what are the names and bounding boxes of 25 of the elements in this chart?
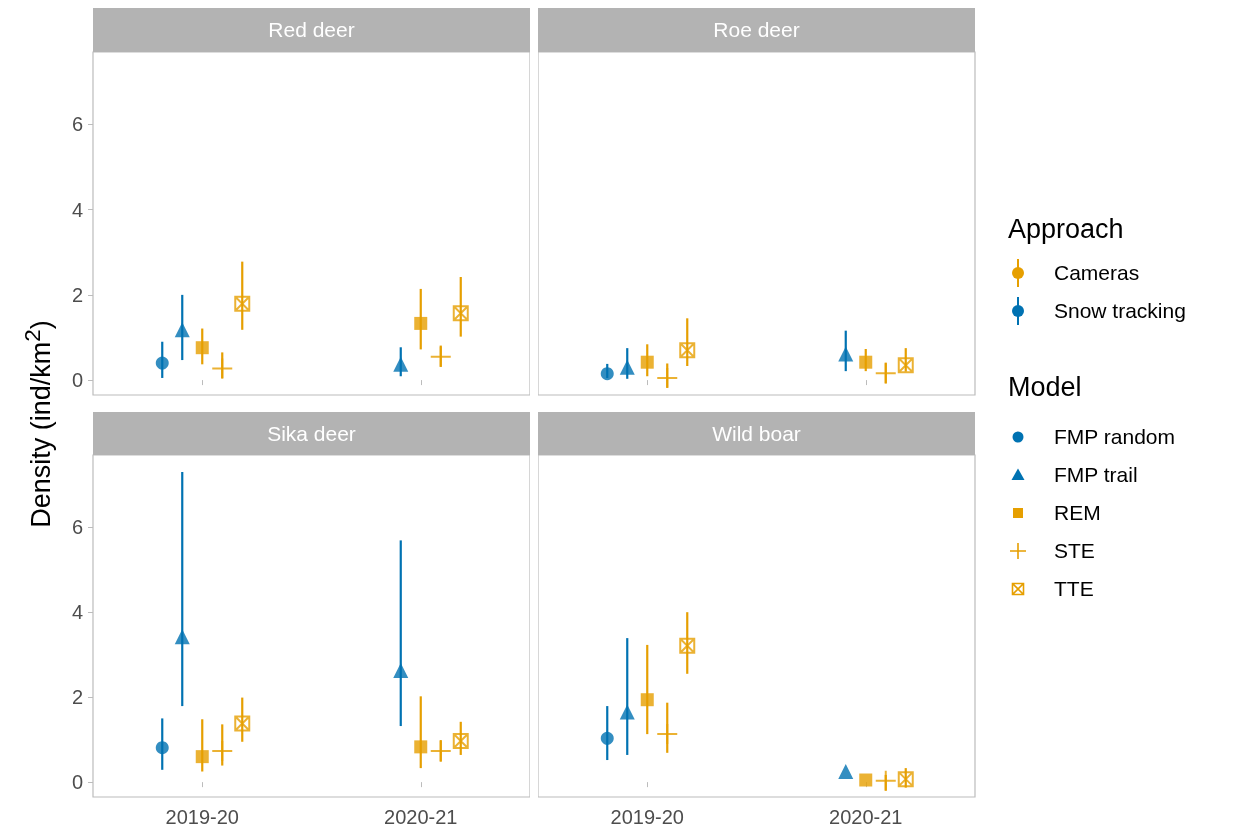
chart-title: Wild boar [538, 412, 975, 455]
text: Model [1008, 372, 1083, 404]
legend-label: FMP random [1054, 425, 1175, 449]
chart-title: Roe deer [538, 8, 975, 52]
x-tick-label: 2019-20 [165, 806, 239, 828]
y-tick-label: 2 [71, 283, 83, 306]
x-tick-label: 2019-20 [610, 806, 684, 828]
x-tick-label: 2020-21 [829, 806, 903, 828]
y-tick-label: 0 [71, 771, 83, 794]
x-tick-label: 2020-21 [384, 806, 458, 828]
legend-label: TTE [1054, 577, 1094, 601]
y-tick-label: 6 [71, 516, 83, 539]
y-tick-label: 2 [71, 686, 83, 709]
chart-title: Red deer [93, 8, 530, 52]
y-tick-label: 4 [71, 198, 83, 221]
legend-label: FMP trail [1054, 463, 1138, 487]
legend-label: Snow tracking [1054, 299, 1186, 323]
legend-label: Cameras [1054, 261, 1140, 285]
legend-label: REM [1054, 501, 1101, 525]
y-tick-label: 4 [71, 601, 83, 624]
chart-title: Sika deer [93, 412, 530, 455]
y-tick-label: 0 [71, 369, 83, 392]
legend-title: Approach [1008, 214, 1125, 246]
legend-label: STE [1054, 539, 1095, 563]
y-tick-label: 6 [71, 113, 83, 136]
